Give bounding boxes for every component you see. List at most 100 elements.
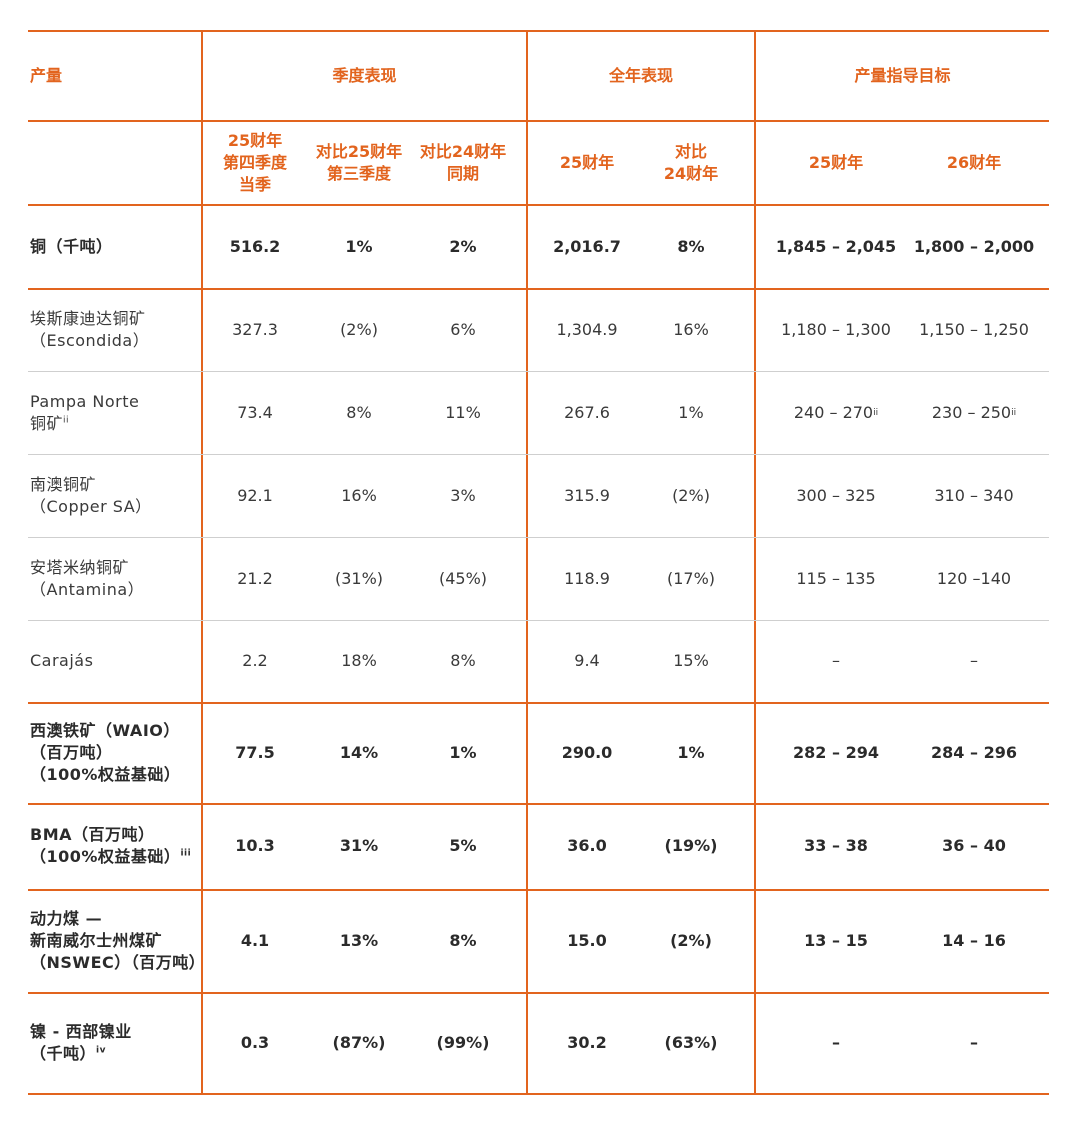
cell-vs-q3: 1% — [307, 206, 411, 288]
cell-g25: 300 – 325 — [766, 454, 906, 537]
cell-vs-fy24: (2%) — [639, 889, 743, 992]
header-top-line — [28, 30, 1049, 32]
cell-vs-q3: (2%) — [307, 288, 411, 371]
cell-fy25: 36.0 — [535, 803, 639, 889]
cell-q4: 516.2 — [203, 206, 307, 288]
cell-g26: 1,150 – 1,250 — [904, 288, 1044, 371]
cell-g26: – — [904, 620, 1044, 702]
row-divider — [28, 371, 1049, 372]
cell-vs-ly: 6% — [411, 288, 515, 371]
cell-value: 290.0 — [561, 742, 613, 762]
cell-g26: 284 – 296 — [904, 702, 1044, 803]
cell-value: 30.2 — [567, 1032, 607, 1052]
cell-vs-ly: 3% — [411, 454, 515, 537]
cell-value: 13% — [339, 930, 379, 950]
table-row: Carajás 2.2 18% 8% 9.4 15% – – — [28, 620, 1049, 702]
cell-value: (45%) — [438, 568, 488, 588]
cell-value: – — [970, 651, 978, 670]
cell-value: 1% — [677, 742, 705, 762]
cell-value: 1,150 – 1,250 — [919, 319, 1029, 339]
row-label-text: 安塔米纳铜矿 （Antamina） — [30, 557, 145, 599]
header-vs-fy24-same: 对比24财年 同期 — [419, 142, 507, 183]
header-guidance: 产量指导目标 — [854, 66, 951, 85]
cell-q4: 92.1 — [203, 454, 307, 537]
cell-value: 310 – 340 — [934, 485, 1014, 505]
header-year-performance: 全年表现 — [608, 66, 673, 85]
cell-value: 230 – 250 — [931, 402, 1012, 422]
cell-vs-fy24: (2%) — [639, 454, 743, 537]
cell-vs-q3: (87%) — [307, 992, 411, 1093]
cell-value: (2%) — [340, 319, 378, 339]
row-label-text: Carajás — [30, 651, 94, 670]
row-label-text: 西澳铁矿（WAIO） （百万吨） （100%权益基础） — [30, 720, 181, 784]
cell-g26: 230 – 250 ii — [931, 402, 1017, 422]
row-label: 镍 - 西部镍业 （千吨）iv — [28, 992, 202, 1093]
divider-3 — [754, 30, 756, 1093]
cell-value: 9.4 — [574, 651, 600, 670]
cell-value: 2.2 — [242, 651, 268, 670]
cell-g25: – — [766, 620, 906, 702]
header-guidance-fy25: 25财年 — [808, 153, 864, 172]
cell-value: (2%) — [672, 485, 710, 505]
row-label-text: Pampa Norte 铜矿 — [30, 391, 140, 433]
row-divider — [28, 454, 1049, 455]
divider-2 — [526, 30, 528, 1093]
table-row: 安塔米纳铜矿 （Antamina） 21.2 (31%) (45%) 118.9 (17%… — [28, 537, 1049, 620]
cell-value: 21.2 — [237, 568, 273, 588]
cell-g25: 13 – 15 — [766, 889, 906, 992]
cell-value: 31% — [339, 836, 379, 855]
cell-q4: 327.3 — [203, 288, 307, 371]
cell-vs-q3: 31% — [307, 803, 411, 889]
cell-fy25: 2,016.7 — [535, 206, 639, 288]
cell-value: 3% — [450, 485, 476, 505]
cell-g25: – — [766, 992, 906, 1093]
cell-vs-ly: 8% — [411, 889, 515, 992]
table-row: 埃斯康迪达铜矿 （Escondida） 327.3 (2%) 6% 1,304.9 16%… — [28, 288, 1049, 371]
row-label: BMA（百万吨） （100%权益基础）iii — [28, 803, 202, 889]
cell-value: 1% — [449, 742, 477, 762]
cell-vs-fy24: (19%) — [639, 803, 743, 889]
cell-value: 315.9 — [564, 485, 610, 505]
header-fy25: 25财年 — [559, 153, 615, 172]
header-production: 产量 — [30, 66, 63, 85]
header-fy25-q4: 25财年 第四季度 当季 — [222, 131, 287, 194]
cell-value: 15% — [673, 651, 709, 670]
cell-value: 1% — [678, 402, 704, 422]
cell-fy25: 1,304.9 — [535, 288, 639, 371]
row-label: 南澳铜矿 （Copper SA） — [28, 454, 202, 537]
cell-value: 10.3 — [235, 836, 275, 855]
row-divider — [28, 889, 1049, 891]
table-row: Pampa Norte 铜矿ii 73.4 8% 11% 267.6 1% 240 – 27… — [28, 371, 1049, 454]
row-label-text: BMA（百万吨） （100%权益基础） — [30, 825, 181, 866]
cell-value: 13 – 15 — [804, 930, 868, 950]
cell-vs-q3: (31%) — [307, 537, 411, 620]
cell-value: 8% — [677, 237, 705, 256]
cell-q4: 73.4 — [203, 371, 307, 454]
cell-value: (31%) — [334, 568, 384, 588]
cell-value: 73.4 — [237, 402, 273, 422]
row-label-text: 南澳铜矿 （Copper SA） — [30, 474, 152, 516]
cell-value: 8% — [449, 930, 477, 950]
table-row: 铜（千吨） 516.2 1% 2% 2,016.7 8% 1,845 – 2,045 1,80… — [28, 206, 1049, 288]
cell-value: 120 –140 — [936, 568, 1012, 588]
cell-vs-ly: 1% — [411, 702, 515, 803]
cell-g25: 1,180 – 1,300 — [766, 288, 906, 371]
cell-value: 115 – 135 — [796, 568, 876, 588]
row-label-text: 镍 - 西部镍业 （千吨） — [30, 1021, 132, 1063]
header-guidance-fy26: 26财年 — [946, 153, 1002, 172]
cell-value: 4.1 — [240, 930, 270, 950]
row-divider — [28, 803, 1049, 805]
cell-vs-ly: 11% — [411, 371, 515, 454]
cell-vs-q3: 14% — [307, 702, 411, 803]
cell-value: (63%) — [664, 1032, 718, 1052]
cell-value: 11% — [445, 402, 481, 422]
cell-vs-fy24: (17%) — [639, 537, 743, 620]
row-label-text: 埃斯康迪达铜矿 （Escondida） — [30, 308, 150, 350]
table-row: 南澳铜矿 （Copper SA） 92.1 16% 3% 315.9 (2%) 300 – … — [28, 454, 1049, 537]
cell-value: 77.5 — [235, 742, 275, 762]
cell-value: (2%) — [670, 930, 712, 950]
cell-vs-fy24: 1% — [639, 702, 743, 803]
cell-vs-ly: 2% — [411, 206, 515, 288]
cell-value: (99%) — [436, 1032, 490, 1052]
cell-value: 36 – 40 — [942, 836, 1006, 855]
